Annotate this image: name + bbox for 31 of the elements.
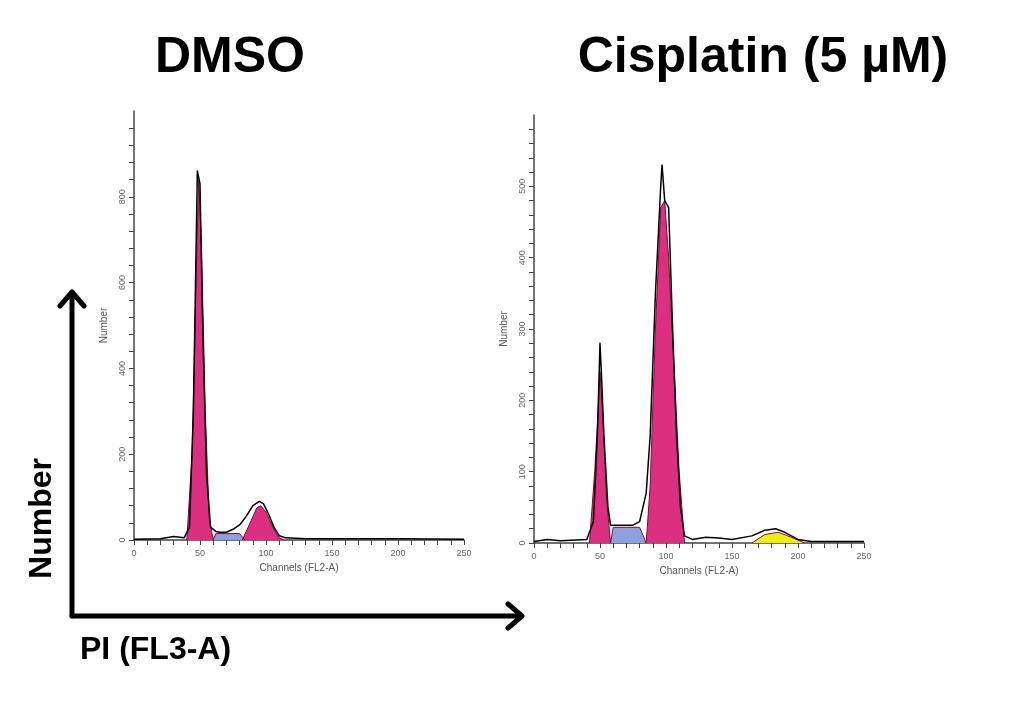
text: PI (FL3-A) <box>80 630 232 667</box>
y-tick-label: 300 <box>516 321 527 337</box>
x-tick-label: 0 <box>531 550 537 561</box>
x-tick-label: 250 <box>456 547 472 558</box>
y-tick-label: 200 <box>516 392 527 408</box>
y-tick-label: 400 <box>516 250 527 266</box>
y-tick-label: 100 <box>516 464 527 480</box>
chart-title: Cisplatin (5 µM) <box>577 27 949 83</box>
x-tick-label: 150 <box>324 547 340 558</box>
x-tick-label: 150 <box>724 550 740 561</box>
chart-title: DMSO <box>155 27 305 83</box>
y-tick-label: 0 <box>516 540 527 546</box>
y-tick-label: 200 <box>116 446 127 462</box>
x-tick-label: 50 <box>194 547 206 558</box>
y-tick-label: 400 <box>116 360 127 376</box>
y-tick-label: 600 <box>116 275 127 291</box>
x-tick-label: 100 <box>258 547 274 558</box>
y-tick-label: 500 <box>516 178 527 194</box>
y-tick-label: 0 <box>116 537 127 543</box>
x-tick-label: 50 <box>594 550 606 561</box>
x-tick-label: 100 <box>658 550 674 561</box>
text: Number <box>21 458 59 579</box>
y-tick-label: 800 <box>116 189 127 205</box>
x-tick-label: 0 <box>131 547 137 558</box>
y-axis-title: Number <box>97 307 109 344</box>
x-tick-label: 250 <box>856 550 872 561</box>
x-axis-title: Channels (FL2-A) <box>659 564 739 576</box>
x-tick-label: 200 <box>390 547 406 558</box>
x-tick-label: 200 <box>790 550 806 561</box>
x-axis-title: Channels (FL2-A) <box>259 561 339 573</box>
y-axis-title: Number <box>497 310 509 347</box>
